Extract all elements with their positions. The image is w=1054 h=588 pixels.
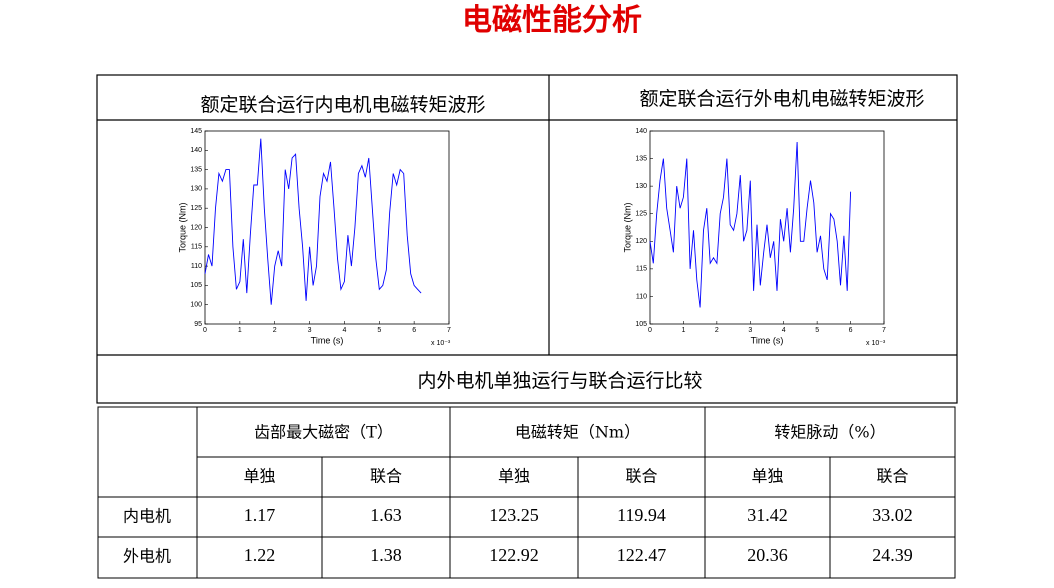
x-tick-label: 7: [882, 327, 886, 334]
x-tick-label: 0: [648, 327, 652, 334]
row-header: 内电机: [123, 507, 171, 526]
x-scale-label: x 10⁻³: [866, 340, 886, 347]
x-tick-label: 5: [815, 327, 819, 334]
column-header: 单独: [498, 467, 530, 486]
y-tick-label: 115: [191, 244, 202, 251]
column-header: 单独: [243, 467, 275, 486]
table-cell: 31.42: [747, 505, 788, 525]
table-cell: 33.02: [872, 505, 913, 525]
column-header: 联合: [370, 467, 402, 486]
x-tick-label: 7: [447, 327, 451, 334]
x-tick-label: 4: [782, 327, 786, 334]
plot-area: [204, 130, 450, 325]
y-tick-label: 140: [635, 128, 647, 135]
table-cell: 122.92: [489, 545, 539, 565]
column-group-header: 电磁转矩（Nm）: [515, 423, 640, 442]
y-tick-label: 95: [194, 321, 202, 328]
table-cell: 1.63: [370, 505, 402, 525]
table-grid: [97, 406, 956, 579]
y-tick-label: 135: [635, 155, 647, 162]
x-tick-label: 1: [681, 327, 685, 334]
y-tick-label: 145: [190, 128, 202, 135]
y-tick-label: 115: [636, 266, 647, 273]
y-tick-label: 125: [190, 205, 202, 212]
x-axis-label: Time (s): [311, 335, 344, 345]
y-tick-label: 105: [190, 282, 202, 289]
table-cell: 1.38: [370, 545, 402, 565]
y-tick-label: 120: [190, 224, 202, 231]
x-axis-label: Time (s): [751, 335, 784, 345]
table-cell: 122.47: [617, 545, 667, 565]
x-tick-label: 2: [273, 327, 277, 334]
column-group-header: 齿部最大磁密（T）: [254, 423, 393, 442]
y-tick-label: 125: [635, 211, 647, 218]
table-cell: 24.39: [872, 545, 913, 565]
row-header: 外电机: [123, 547, 171, 566]
frame: [96, 74, 958, 404]
table-cell: 119.94: [617, 505, 666, 525]
x-tick-label: 5: [377, 327, 381, 334]
caption: 额定联合运行外电机电磁转矩波形: [639, 88, 924, 110]
y-tick-label: 100: [190, 302, 202, 309]
x-tick-label: 0: [203, 327, 207, 334]
x-tick-label: 3: [748, 327, 752, 334]
y-tick-label: 130: [190, 186, 202, 193]
x-tick-label: 6: [412, 327, 416, 334]
column-header: 联合: [876, 467, 908, 486]
y-tick-label: 110: [636, 293, 647, 300]
x-tick-label: 6: [849, 327, 853, 334]
table-cell: 1.17: [244, 505, 276, 525]
caption: 内外电机单独运行与联合运行比较: [417, 370, 702, 392]
x-tick-label: 3: [308, 327, 312, 334]
x-scale-label: x 10⁻³: [431, 340, 451, 347]
column-header: 单独: [751, 467, 783, 486]
table-cell: 20.36: [747, 545, 788, 565]
table-cell: 1.22: [244, 545, 276, 565]
y-tick-label: 105: [635, 321, 647, 328]
caption: 额定联合运行内电机电磁转矩波形: [200, 94, 485, 116]
x-tick-label: 2: [715, 327, 719, 334]
y-tick-label: 120: [635, 238, 647, 245]
torque-line: [204, 138, 422, 305]
y-axis-label: Torque (Nm): [177, 202, 187, 252]
y-tick-label: 135: [190, 166, 202, 173]
slide-title: 电磁性能分析: [462, 3, 642, 38]
y-tick-label: 130: [635, 183, 647, 190]
table-cell: 123.25: [489, 505, 539, 525]
x-tick-label: 1: [238, 327, 242, 334]
y-axis-label: Torque (Nm): [622, 202, 632, 252]
column-header: 联合: [625, 467, 657, 486]
x-tick-label: 4: [342, 327, 346, 334]
y-tick-label: 110: [191, 263, 202, 270]
torque-line: [649, 141, 852, 308]
column-group-header: 转矩脉动（%）: [774, 423, 885, 442]
y-tick-label: 140: [190, 147, 202, 154]
